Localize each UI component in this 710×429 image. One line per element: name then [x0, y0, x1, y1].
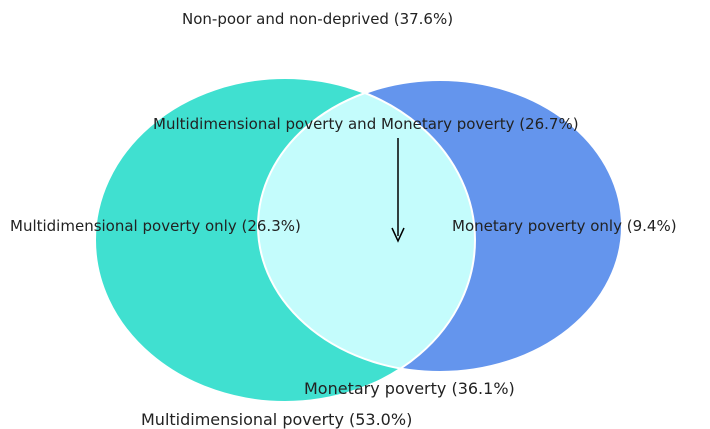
label-multidimensional-total: Multidimensional poverty (53.0%) — [141, 410, 413, 429]
label-non-poor: Non-poor and non-deprived (37.6%) — [182, 10, 454, 28]
label-intersection: Multidimensional poverty and Monetary po… — [153, 115, 579, 133]
label-multidimensional-only: Multidimensional poverty only (26.3%) — [10, 217, 301, 235]
arrow-head — [391, 227, 405, 243]
multidimensional-outline — [94, 77, 476, 403]
label-monetary-only: Monetary poverty only (9.4%) — [452, 217, 677, 235]
intersection-region — [258, 80, 475, 372]
label-monetary-total: Monetary poverty (36.1%) — [304, 379, 515, 398]
monetary-outline — [257, 79, 623, 373]
